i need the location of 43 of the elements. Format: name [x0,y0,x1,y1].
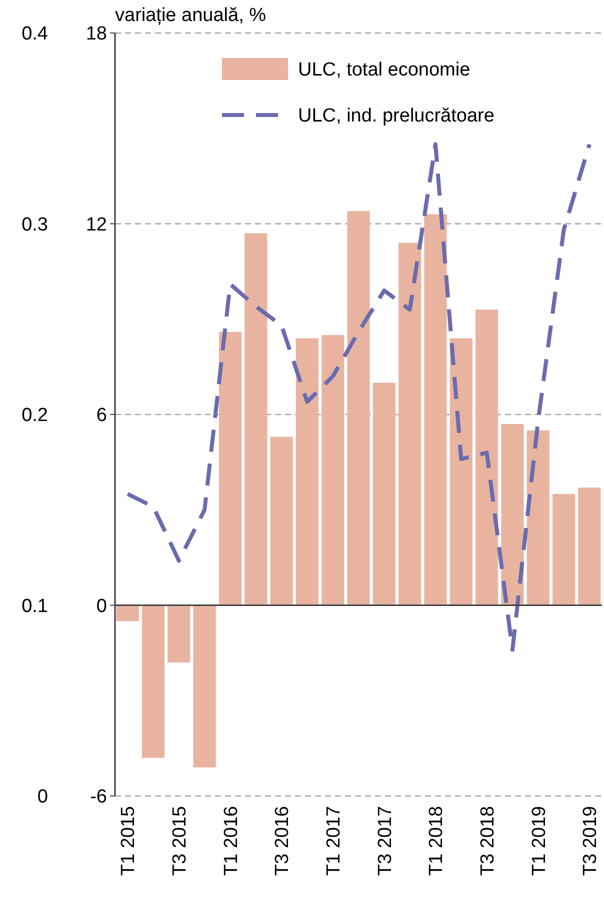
x-tick-label: T1 2019 [528,806,550,876]
line-series [126,142,592,652]
x-tick-label: T1 2016 [220,806,242,876]
y2-tick-label: 0 [37,786,48,808]
y-tick-label: -6 [90,786,107,808]
bar [372,382,396,606]
y-tick-label: 18 [86,24,107,45]
bar [142,605,165,758]
bar [193,605,216,768]
legend-label: ULC, total economie [298,60,470,81]
y-axis-title: variație anuală, % [115,5,266,26]
x-tick-label: T3 2018 [477,806,498,876]
x-tick-label: T1 2018 [426,806,448,876]
bar [270,436,293,606]
bar [578,488,601,606]
bar [296,338,318,606]
x-tick-label: T1 2017 [323,806,344,876]
bar [347,211,370,606]
x-tick-label: T3 2016 [272,806,294,876]
y2-tick-label: 0.1 [22,596,48,617]
bar [450,338,472,606]
y2-tick-label: 0.2 [22,405,48,426]
bar [424,214,447,606]
bar [476,310,498,606]
legend-label: ULC, ind. prelucrătoare [298,106,494,127]
bar [501,424,524,606]
bar [398,242,422,606]
bar [218,332,242,606]
bar [116,605,139,622]
y-tick-label: 6 [96,405,107,426]
y2-tick-label: 0.4 [22,24,48,45]
bar [244,233,268,606]
x-tick-label: T1 2015 [118,806,140,876]
bar [526,430,550,606]
bar [322,335,344,606]
bar [552,494,576,606]
x-tick-label: T3 2015 [170,806,191,876]
x-tick-label: T3 2019 [580,806,602,876]
x-tick-label: T3 2017 [374,806,396,876]
bar [168,605,190,662]
y-tick-label: 0 [96,596,107,617]
y-tick-label: 12 [86,214,107,236]
y2-tick-label: 0.3 [22,214,48,236]
